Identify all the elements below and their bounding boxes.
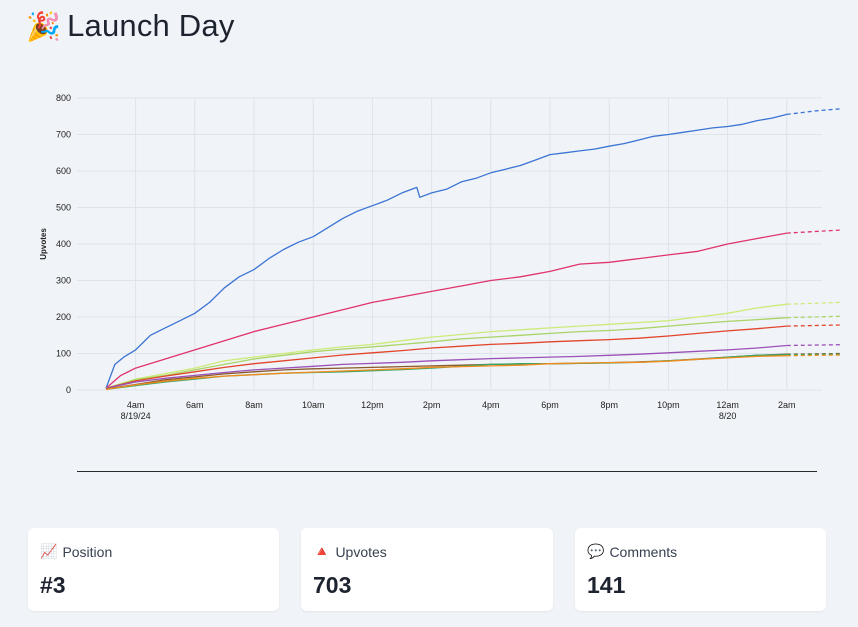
- page-title-text: Launch Day: [67, 8, 235, 43]
- comments-card-label: 💬 Comments: [587, 544, 677, 560]
- line-series-3: [105, 303, 787, 389]
- position-value: #3: [40, 572, 66, 598]
- comments-value: 141: [587, 572, 626, 598]
- upvotes-card: 🔺 Upvotes 703: [301, 528, 553, 611]
- y-tick-label: 300: [56, 276, 71, 286]
- party-popper-icon: 🎉: [26, 9, 62, 43]
- x-tick-label: 6pm: [541, 400, 559, 410]
- x-tick-label: 10am: [302, 400, 325, 410]
- line-series-9: [105, 355, 787, 390]
- chart-grid: [77, 97, 822, 391]
- x-tick-label: 4pm: [482, 400, 500, 410]
- speech-bubble-icon: 💬: [587, 544, 605, 560]
- forecast-series-2: [786, 229, 841, 234]
- x-tick-label: 2am: [778, 400, 796, 410]
- chart-increasing-icon: 📈: [40, 544, 58, 560]
- comments-card: 💬 Comments 141: [575, 528, 826, 611]
- x-tick-sublabel: 8/19/24: [121, 411, 151, 421]
- upvotes-label-text: Upvotes: [335, 544, 387, 560]
- y-axis-label: Upvotes: [39, 228, 48, 260]
- x-tick-label: 12am: [716, 400, 739, 410]
- y-tick-label: 0: [66, 385, 71, 395]
- x-tick-label: 8pm: [600, 400, 618, 410]
- y-tick-label: 700: [56, 130, 71, 140]
- section-divider: [77, 471, 817, 472]
- line-series-5: [105, 325, 787, 389]
- forecast-series-6: [786, 344, 841, 347]
- forecast-series-4: [786, 315, 841, 319]
- line-series-2: [105, 232, 787, 389]
- forecast-series-1: [786, 108, 841, 116]
- position-card-label: 📈 Position: [40, 544, 112, 560]
- y-tick-label: 800: [56, 93, 71, 103]
- line-series-4: [105, 317, 787, 389]
- y-tick-label: 400: [56, 239, 71, 249]
- x-tick-label: 10pm: [657, 400, 680, 410]
- x-tick-label: 4am: [127, 400, 145, 410]
- forecast-series-9: [786, 354, 841, 357]
- line-series-6: [105, 344, 787, 389]
- x-tick-label: 2pm: [423, 400, 441, 410]
- y-tick-label: 600: [56, 166, 71, 176]
- y-tick-label: 100: [56, 349, 71, 359]
- chart-series: [105, 108, 841, 390]
- forecast-series-3: [786, 301, 841, 305]
- up-triangle-icon: 🔺: [313, 544, 331, 560]
- x-tick-label: 8am: [245, 400, 263, 410]
- upvotes-value: 703: [313, 572, 352, 598]
- x-tick-label: 6am: [186, 400, 204, 410]
- x-tick-label: 12pm: [361, 400, 384, 410]
- x-tick-sublabel: 8/20: [719, 411, 737, 421]
- position-label-text: Position: [62, 544, 113, 560]
- upvotes-card-label: 🔺 Upvotes: [313, 544, 387, 560]
- y-tick-label: 200: [56, 312, 71, 322]
- comments-label-text: Comments: [609, 544, 678, 560]
- position-card: 📈 Position #3: [28, 528, 279, 611]
- page-title: 🎉 Launch Day: [26, 8, 235, 44]
- y-tick-label: 500: [56, 203, 71, 213]
- forecast-series-5: [786, 324, 841, 327]
- line-series-1: [105, 113, 787, 389]
